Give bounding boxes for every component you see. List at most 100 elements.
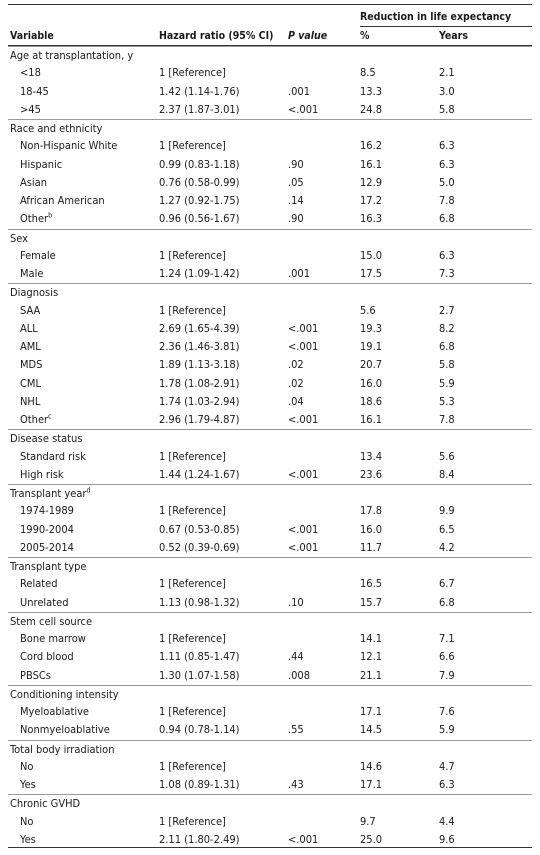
row-label: Non-Hispanic White [20,139,118,153]
section-label: Chronic GVHD [10,797,81,811]
percent-cell: 12.9 [360,175,383,189]
years-header: Years [439,30,468,42]
percent-cell: 25.0 [360,832,383,846]
section-label: Sex [10,231,29,245]
hazard-ratio-header: Hazard ratio (95% CI) [159,30,274,42]
section-row: Chronic GVHD [8,794,532,810]
hazard-ratio-cell: 1 [Reference] [159,814,226,828]
percent-cell: 13.4 [360,449,383,463]
years-cell: 6.3 [439,778,455,791]
row-label: High risk [20,467,64,481]
hazard-ratio-cell: 0.96 (0.56-1.67) [159,212,240,226]
hazard-ratio-cell: 2.36 (1.46-3.81) [159,340,240,353]
row-label: Cord blood [20,650,74,664]
percent-cell: 19.1 [360,340,383,353]
percent-cell: 19.3 [360,321,383,335]
percent-cell: 18.6 [360,394,383,408]
row-label: Unrelated [20,595,69,609]
hazard-ratio-cell: 1 [Reference] [159,248,226,262]
years-cell: 6.7 [439,577,455,591]
hazard-ratio-cell: 1 [Reference] [159,449,226,463]
row-label: Related [20,577,58,591]
p-value-cell: <.001 [288,413,319,426]
row-label: No [20,759,34,773]
hazard-ratio-cell: 2.37 (1.87-3.01) [159,102,240,116]
percent-cell: 16.5 [360,577,383,591]
hazard-ratio-cell: 1.89 (1.13-3.18) [159,358,240,372]
hazard-ratio-cell: 1 [Reference] [159,139,226,153]
section-label: Diagnosis [10,286,59,300]
row-label: Yes [20,778,36,791]
section-row: Disease status [8,429,532,445]
row-label: Female [20,248,56,262]
row-label: No [20,814,34,828]
hazard-ratio-cell: 1 [Reference] [159,66,226,80]
years-cell: 7.9 [439,668,455,682]
row-label: Otherc [20,412,52,426]
percent-cell: 21.1 [360,668,383,682]
p-value-cell: .001 [288,267,311,280]
percent-cell: 17.1 [360,705,383,718]
footnote-marker: c [48,412,52,421]
table-bottom-rule [8,847,532,848]
percent-cell: 14.1 [360,632,383,645]
percent-cell: 16.3 [360,212,383,226]
section-row: Stem cell source [8,611,532,628]
header-bottom-rule [8,45,532,46]
span-header-rule [360,26,532,27]
percent-cell: 16.0 [360,376,383,390]
years-cell: 5.9 [439,723,455,737]
percent-cell: 15.0 [360,248,383,262]
row-label: 2005-2014 [20,540,74,554]
p-value-cell: <.001 [288,832,319,846]
row-label: Myeloablative [20,705,90,718]
years-cell: 5.3 [439,394,455,408]
years-cell: 4.4 [439,814,455,828]
section-label: Stem cell source [10,614,93,628]
hazard-ratio-cell: 2.96 (1.79-4.87) [159,413,240,426]
percent-cell: 17.2 [360,194,383,207]
percent-cell: 13.3 [360,84,383,98]
percent-cell: 20.7 [360,358,383,372]
section-row: Age at transplantation, y [8,46,532,62]
p-value-cell: <.001 [288,340,319,353]
percent-cell: 16.1 [360,413,383,426]
hazard-ratio-cell: 1.27 (0.92-1.75) [159,194,240,207]
percent-cell: 17.1 [360,778,383,791]
p-value-cell: <.001 [288,467,319,481]
p-value-cell: .10 [288,595,304,609]
section-row: Transplant yeard [8,484,532,500]
p-value-cell: .05 [288,175,304,189]
row-label: Yes [20,832,36,846]
row-label: 1974-1989 [20,504,74,518]
years-cell: 7.1 [439,632,455,645]
hazard-ratio-cell: 1.13 (0.98-1.32) [159,595,240,609]
section-row: Total body irradiation [8,739,532,756]
hazard-ratio-cell: 1 [Reference] [159,759,226,773]
years-cell: 6.3 [439,248,455,262]
percent-cell: 14.6 [360,759,383,773]
p-value-cell: .90 [288,157,304,171]
row-label: NHL [20,394,41,408]
percent-cell: 14.5 [360,723,383,737]
hazard-ratio-cell: 0.94 (0.78-1.14) [159,723,240,737]
p-value-cell: <.001 [288,102,319,116]
years-cell: 6.8 [439,595,455,609]
row-label: SAA [20,303,41,317]
row-label: CML [20,376,41,390]
percent-cell: 23.6 [360,467,383,481]
p-value-cell: .04 [288,394,304,408]
years-cell: 6.3 [439,139,455,153]
row-label: >45 [20,102,41,116]
footnote-marker: b [48,211,53,220]
years-cell: 6.5 [439,522,455,536]
years-cell: 6.6 [439,650,455,664]
hazard-ratio-cell: 2.69 (1.65-4.39) [159,321,240,335]
percent-header: % [360,30,370,42]
row-label: Hispanic [20,157,63,171]
years-cell: 6.8 [439,212,455,226]
section-row: Sex [8,228,532,245]
hazard-ratio-cell: 0.99 (0.83-1.18) [159,157,240,171]
percent-cell: 17.8 [360,504,383,518]
